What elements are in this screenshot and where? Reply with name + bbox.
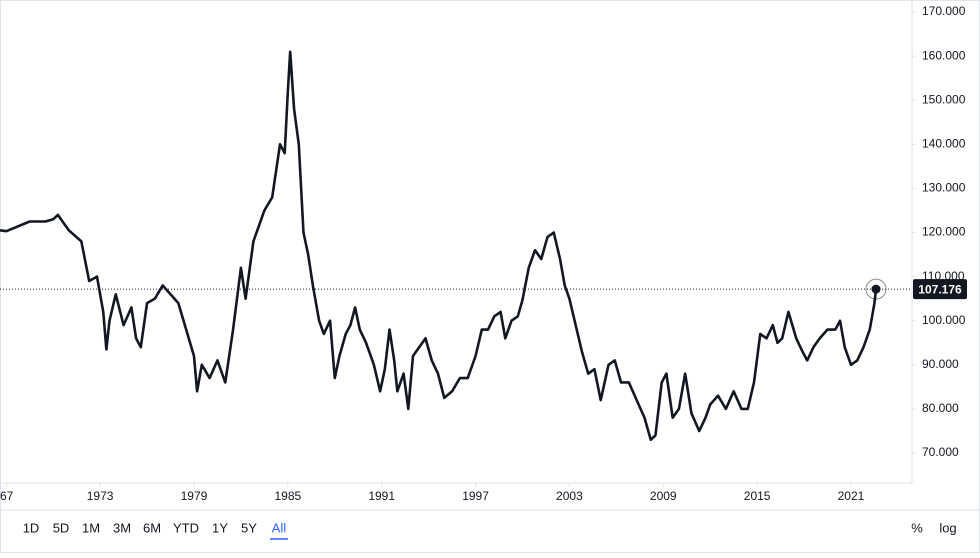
y-tick-label: 70.000 xyxy=(922,445,959,459)
range-button[interactable]: 1D xyxy=(23,520,40,535)
x-tick-label: 1985 xyxy=(274,489,301,503)
y-tick-label: 160.000 xyxy=(922,48,966,62)
y-tick-label: 150.000 xyxy=(922,92,966,106)
y-tick-label: 80.000 xyxy=(922,401,959,415)
x-tick-label: 1997 xyxy=(462,489,489,503)
y-tick-label: 170.000 xyxy=(922,4,966,18)
scale-option[interactable]: % xyxy=(911,520,923,535)
x-tick-label: 2003 xyxy=(556,489,583,503)
y-tick-label: 120.000 xyxy=(922,225,966,239)
y-tick-label: 140.000 xyxy=(922,137,966,151)
range-button[interactable]: 1M xyxy=(82,520,100,535)
y-tick-label: 100.000 xyxy=(922,313,966,327)
last-price-label: 107.176 xyxy=(918,282,962,296)
y-tick-label: 130.000 xyxy=(922,181,966,195)
x-tick-label: 2021 xyxy=(838,489,865,503)
x-tick-label: 1979 xyxy=(181,489,208,503)
range-button[interactable]: 5Y xyxy=(241,520,257,535)
range-button[interactable]: 6M xyxy=(143,520,161,535)
last-point xyxy=(871,284,881,294)
y-tick-label: 90.000 xyxy=(922,357,959,371)
range-button[interactable]: 3M xyxy=(113,520,131,535)
range-button[interactable]: YTD xyxy=(173,520,199,535)
last-price-badge xyxy=(913,279,967,300)
range-button[interactable]: All xyxy=(272,520,287,535)
price-line xyxy=(0,50,878,442)
last-point-halo xyxy=(865,278,887,300)
x-tick-label: 1991 xyxy=(368,489,395,503)
scale-option[interactable]: log xyxy=(939,520,956,535)
x-tick-label: 2009 xyxy=(650,489,677,503)
range-button[interactable]: 5D xyxy=(53,520,70,535)
x-tick-label: 67 xyxy=(0,489,14,503)
x-tick-label: 2015 xyxy=(744,489,771,503)
x-tick-label: 1973 xyxy=(87,489,114,503)
range-button[interactable]: 1Y xyxy=(212,520,228,535)
